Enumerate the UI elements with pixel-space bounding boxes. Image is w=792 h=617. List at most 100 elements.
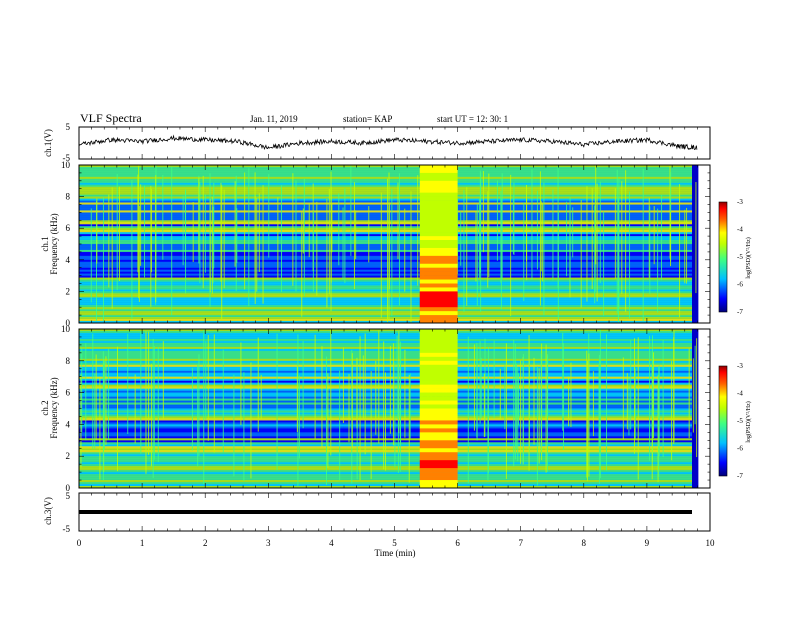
colorbar-tick-label: -3 — [737, 198, 743, 206]
spectrogram-band — [79, 196, 692, 199]
burst-cell — [419, 384, 458, 389]
burst-cell — [419, 283, 458, 288]
y-tick-label: 0 — [66, 318, 71, 328]
spectrogram-band — [79, 344, 692, 348]
burst-cell — [419, 255, 458, 261]
burst-cell — [419, 232, 458, 237]
burst-cell — [419, 408, 458, 413]
ch1-waveform-line — [79, 134, 698, 151]
axis-ticks — [78, 127, 711, 531]
burst-cell — [419, 291, 458, 296]
date-label: Jan. 11, 2019 — [250, 114, 298, 124]
start-ut-label: start UT = 12: 30: 1 — [437, 114, 508, 124]
burst-cell — [419, 168, 458, 174]
spectrogram-band — [79, 311, 692, 314]
y-tick-label: 4 — [66, 255, 71, 265]
spectrogram-band — [79, 340, 692, 344]
burst-cell — [419, 388, 458, 393]
y-tick-label: 10 — [61, 160, 71, 170]
x-tick-label: 4 — [329, 538, 334, 548]
x-tick-label: 1 — [140, 538, 145, 548]
burst-cell — [419, 212, 458, 217]
spectrogram-band — [79, 206, 692, 209]
spectrogram-band — [79, 293, 692, 296]
x-axis-label: Time (min) — [375, 548, 416, 558]
burst-cell — [419, 315, 458, 320]
spectrogram-band — [79, 263, 692, 267]
burst-cell — [419, 279, 458, 284]
spectrogram-band — [79, 313, 692, 316]
spectrogram-band — [79, 174, 692, 178]
x-tick-label: 10 — [706, 538, 716, 548]
spectrogram-band — [79, 255, 692, 259]
y-tick-label: 8 — [66, 356, 71, 366]
burst-cell — [419, 432, 458, 437]
spectrogram-band — [79, 186, 692, 189]
ch1-colorbar — [718, 201, 728, 313]
spectrogram-band — [79, 352, 692, 356]
burst-cell — [419, 404, 458, 409]
spectrogram-band — [79, 368, 692, 372]
spectrogram-band — [79, 220, 692, 223]
spectrogram-band — [79, 356, 692, 360]
burst-cell — [419, 444, 458, 449]
spectrogram-band — [79, 348, 692, 352]
spectrogram-band — [79, 486, 692, 488]
spectrogram-band — [79, 289, 692, 292]
spectrogram-band — [79, 176, 692, 180]
burst-cell — [419, 275, 458, 280]
colorbar-tick-label: -7 — [737, 308, 743, 316]
y-tick-label: 5 — [66, 122, 71, 132]
spectrogram-band — [79, 188, 692, 191]
spectrogram-band — [79, 180, 692, 184]
y-tick-label: 2 — [66, 451, 71, 461]
burst-cell — [419, 267, 458, 272]
burst-cell — [419, 271, 458, 276]
spectrogram-band — [79, 309, 692, 312]
burst-cell — [419, 396, 458, 401]
burst-cell — [419, 400, 458, 405]
ch2-frequency-ylabel: Frequency (kHz) — [49, 377, 59, 438]
y-tick-label: 6 — [66, 223, 71, 233]
ch1-frequency-ylabel: Frequency (kHz) — [49, 213, 59, 274]
burst-cell — [419, 240, 458, 245]
burst-cell — [419, 352, 458, 358]
burst-cell — [419, 220, 458, 225]
burst-cell — [419, 372, 458, 377]
burst-cell — [419, 336, 458, 342]
spectrogram-band — [79, 362, 692, 366]
burst-cell — [419, 165, 458, 170]
spectrogram-band — [79, 253, 692, 257]
spectrogram-band — [79, 285, 692, 288]
spectrogram-band — [79, 346, 692, 350]
y-tick-label: 0 — [66, 483, 71, 493]
spectrogram-band — [79, 214, 692, 217]
burst-cell — [419, 360, 458, 366]
spectrogram-band — [79, 267, 692, 270]
colorbar-tick-label: -5 — [737, 253, 743, 261]
spectrogram-band — [79, 208, 692, 211]
burst-cell — [419, 200, 458, 205]
ch1-colorbar-label: log(PSD)(V²/Hz) — [745, 237, 752, 278]
spectrogram-band — [79, 342, 692, 346]
spectrogram-band — [79, 212, 692, 215]
spectrogram-band — [79, 172, 692, 176]
burst-cell — [419, 208, 458, 213]
spectrogram-band — [79, 238, 692, 241]
burst-cell — [419, 340, 458, 346]
spectrogram-band — [79, 251, 692, 255]
burst-cell — [419, 364, 458, 370]
spectrogram-band — [79, 330, 692, 334]
spectrogram-band — [79, 297, 692, 300]
y-tick-label: 4 — [66, 419, 71, 429]
burst-cell — [419, 424, 458, 429]
spectrogram-band — [79, 281, 692, 284]
spectrogram-band — [79, 261, 692, 265]
spectrogram-band — [79, 198, 692, 201]
y-tick-label: 10 — [61, 324, 71, 334]
spectrogram-band — [79, 364, 692, 368]
spectrogram-band — [79, 168, 692, 172]
spectrogram-band — [79, 358, 692, 362]
burst-cell — [419, 244, 458, 249]
spectrogram-band — [79, 265, 692, 268]
